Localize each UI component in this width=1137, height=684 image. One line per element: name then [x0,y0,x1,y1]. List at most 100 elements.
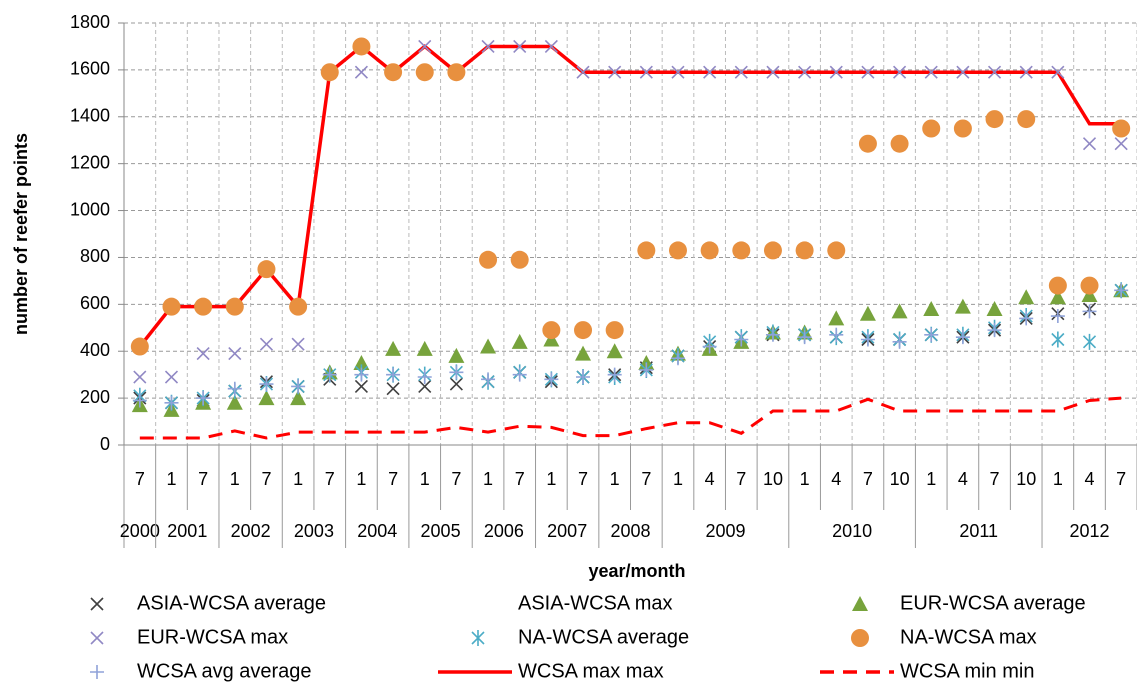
y-tick-label: 1400 [70,106,110,126]
year-label: 2010 [832,521,872,541]
year-label: 2011 [959,521,998,541]
legend-marker [851,629,869,647]
data-point [576,370,591,385]
data-point [164,395,179,410]
data-point [226,394,243,410]
year-label: 2002 [231,521,271,541]
legend-marker [90,597,104,611]
year-label: 2007 [547,521,587,541]
x-tick-label: 7 [198,469,208,489]
x-tick-label: 1 [673,469,683,489]
data-point [320,63,339,82]
data-point [194,297,213,316]
data-point [639,362,654,377]
x-axis-title: year/month [588,561,685,581]
data-point [291,379,306,394]
data-point [923,301,940,317]
x-tick-label: 7 [451,469,461,489]
x-tick-label: 10 [763,469,783,489]
legend-marker [90,665,104,679]
data-point [1049,289,1066,305]
data-point [259,337,274,351]
x-tick-label: 1 [166,469,176,489]
data-point [1082,137,1097,151]
data-point [196,347,210,361]
data-point [417,370,432,385]
data-point [228,347,242,361]
x-tick-label: 7 [641,469,651,489]
x-tick-label: 1 [800,469,810,489]
data-point [891,303,908,319]
data-point [985,110,1004,129]
data-point [734,332,749,347]
data-point [700,241,719,260]
data-point [448,347,465,363]
data-point [987,323,1002,338]
data-point [639,65,653,79]
x-tick-label: 7 [135,469,145,489]
legend-marker [90,631,104,645]
data-point [447,63,466,82]
x-tick-label: 7 [388,469,398,489]
data-point [892,334,907,349]
y-tick-label: 400 [80,340,110,360]
data-point [1082,304,1097,319]
legend-label: NA-WCSA average [518,626,689,648]
legend-label: ASIA-WCSA average [137,592,326,614]
data-point [1017,110,1036,129]
data-point [513,39,527,54]
x-tick-label: 4 [705,469,715,489]
data-point [1051,65,1065,79]
data-point [1082,333,1097,350]
data-point [828,310,845,326]
y-tick-label: 1000 [70,199,110,219]
data-point [354,65,368,79]
data-point [798,65,812,79]
x-tick-label: 7 [515,469,525,489]
data-point [608,65,622,79]
data-point [544,39,558,54]
data-point [449,365,464,380]
data-point [289,297,308,316]
data-point [1114,137,1128,151]
data-point [354,367,369,382]
data-point [861,65,875,79]
data-point [352,37,371,56]
data-point [512,367,527,382]
data-point [227,381,242,396]
data-point [702,339,717,354]
data-point [987,65,1002,79]
data-point [953,119,972,138]
data-point [196,391,211,406]
data-point [956,65,970,79]
x-tick-label: 7 [261,469,271,489]
series-line [138,44,1122,348]
year-label: 2008 [610,521,650,541]
data-point [449,377,463,391]
year-label: 2000 [120,521,160,541]
data-point [924,327,939,342]
data-point [1080,276,1099,295]
data-point [607,367,622,382]
y-tick-label: 600 [80,293,110,313]
data-point [257,260,276,279]
data-point [575,345,592,361]
legend-label: NA-WCSA max [900,626,1037,648]
y-tick-label: 200 [80,387,110,407]
legend-marker [852,596,868,611]
data-point [415,63,434,82]
x-tick-label: 7 [736,469,746,489]
data-point [322,367,337,382]
x-tick-label: 1 [926,469,936,489]
x-tick-label: 4 [831,469,841,489]
x-tick-label: 7 [863,469,873,489]
data-point [734,65,748,79]
legend-marker [471,630,485,646]
data-point [922,119,941,138]
y-tick-label: 800 [80,246,110,266]
data-point [544,372,559,387]
legend-label: WCSA min min [900,660,1034,682]
data-point [385,340,402,356]
x-tick-label: 1 [356,469,366,489]
